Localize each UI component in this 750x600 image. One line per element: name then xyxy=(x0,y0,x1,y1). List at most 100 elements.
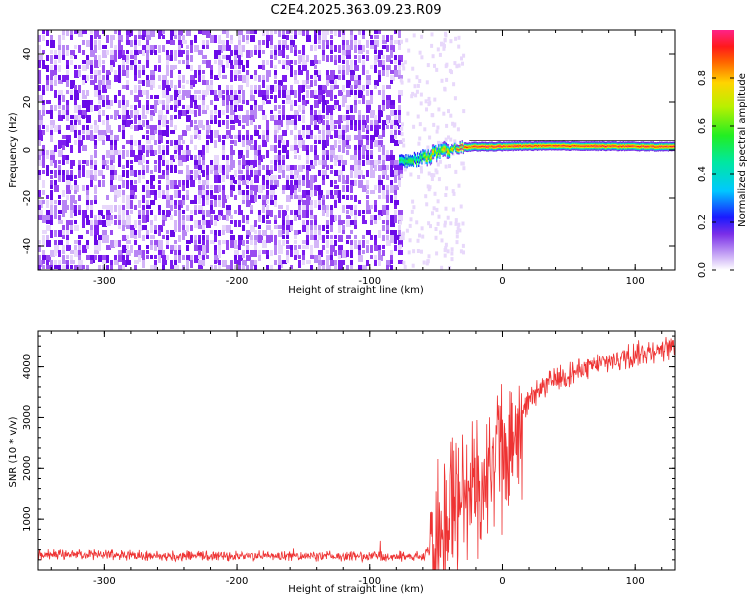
noise-cell xyxy=(58,150,63,157)
noise-cell xyxy=(126,240,131,244)
noise-cell xyxy=(362,210,365,214)
noise-cell xyxy=(378,255,383,261)
noise-cell xyxy=(318,185,321,192)
track-cell xyxy=(616,141,618,144)
noise-cell xyxy=(427,96,431,101)
snr-x-label: Height of straight line (km) xyxy=(288,584,424,595)
noise-cell xyxy=(66,125,71,130)
noise-cell xyxy=(390,235,395,243)
noise-cell xyxy=(386,210,389,215)
noise-cell xyxy=(90,35,93,42)
track-cell xyxy=(496,148,498,150)
track-cell xyxy=(495,144,497,147)
track-cell xyxy=(544,143,546,146)
noise-cell xyxy=(450,251,454,256)
noise-cell xyxy=(413,84,417,89)
noise-cell xyxy=(390,100,395,106)
noise-cell xyxy=(98,60,101,67)
noise-cell xyxy=(82,265,85,269)
track-cell xyxy=(581,141,583,144)
track-cell xyxy=(633,146,635,149)
noise-cell xyxy=(198,170,201,174)
track-cell xyxy=(633,149,635,151)
track-cell xyxy=(604,147,607,149)
noise-cell xyxy=(350,40,353,48)
noise-cell xyxy=(330,245,335,252)
noise-cell xyxy=(170,205,173,211)
noise-cell xyxy=(286,205,289,211)
noise-cell xyxy=(326,125,331,131)
noise-cell xyxy=(286,30,291,34)
noise-cell xyxy=(198,245,203,251)
noise-cell xyxy=(150,240,153,248)
noise-cell xyxy=(278,160,281,168)
track-cell xyxy=(587,147,590,150)
track-cell xyxy=(644,148,646,151)
track-cell xyxy=(557,141,559,143)
noise-cell xyxy=(399,220,402,225)
track-cell xyxy=(479,147,481,149)
track-cell xyxy=(647,149,649,151)
noise-cell xyxy=(310,250,313,256)
track-cell xyxy=(652,142,654,145)
noise-cell xyxy=(130,185,135,190)
noise-cell xyxy=(130,135,133,143)
tick-label: 0.8 xyxy=(697,70,708,86)
noise-cell xyxy=(62,175,65,182)
noise-cell xyxy=(394,215,397,223)
noise-cell xyxy=(378,140,383,147)
noise-cell xyxy=(246,130,249,135)
track-cell xyxy=(537,141,539,143)
track-cell xyxy=(556,146,558,148)
noise-cell xyxy=(318,35,321,41)
track-cell xyxy=(486,143,488,145)
noise-cell xyxy=(150,45,155,53)
noise-cell xyxy=(330,30,333,34)
noise-cell xyxy=(234,100,239,107)
noise-cell xyxy=(158,140,161,144)
noise-cell xyxy=(318,230,321,238)
track-cell xyxy=(644,144,646,147)
noise-cell xyxy=(178,60,181,64)
noise-cell xyxy=(450,257,454,262)
noise-cell xyxy=(382,55,385,59)
noise-cell xyxy=(318,170,321,176)
noise-cell xyxy=(310,130,313,135)
track-cell xyxy=(563,140,565,143)
noise-cell xyxy=(354,120,357,126)
noise-cell xyxy=(234,60,239,65)
noise-cell xyxy=(346,250,349,257)
noise-cell xyxy=(86,190,89,195)
noise-cell xyxy=(399,78,403,83)
noise-cell xyxy=(238,205,241,211)
noise-cell xyxy=(174,190,179,198)
track-cell xyxy=(590,149,592,151)
track-cell xyxy=(551,140,554,143)
track-cell xyxy=(648,150,650,152)
noise-cell xyxy=(58,50,61,57)
noise-cell xyxy=(194,200,197,204)
noise-cell xyxy=(178,190,181,198)
noise-cell xyxy=(206,30,211,38)
noise-cell xyxy=(134,85,137,93)
track-cell xyxy=(604,149,607,152)
noise-cell xyxy=(330,255,333,260)
noise-cell xyxy=(456,226,460,231)
noise-cell xyxy=(342,195,345,199)
track-cell xyxy=(617,145,619,148)
noise-cell xyxy=(178,80,181,88)
noise-cell xyxy=(182,105,185,109)
noise-cell xyxy=(386,125,389,129)
track-cell xyxy=(590,145,592,147)
noise-cell xyxy=(282,155,285,161)
track-cell xyxy=(604,144,607,146)
noise-cell xyxy=(202,95,205,102)
noise-cell xyxy=(158,250,163,258)
noise-cell xyxy=(394,170,399,176)
noise-cell xyxy=(134,55,137,62)
noise-cell xyxy=(412,205,416,210)
noise-cell xyxy=(202,75,205,82)
noise-cell xyxy=(62,35,65,40)
track-cell xyxy=(475,149,477,151)
track-cell xyxy=(629,141,631,143)
